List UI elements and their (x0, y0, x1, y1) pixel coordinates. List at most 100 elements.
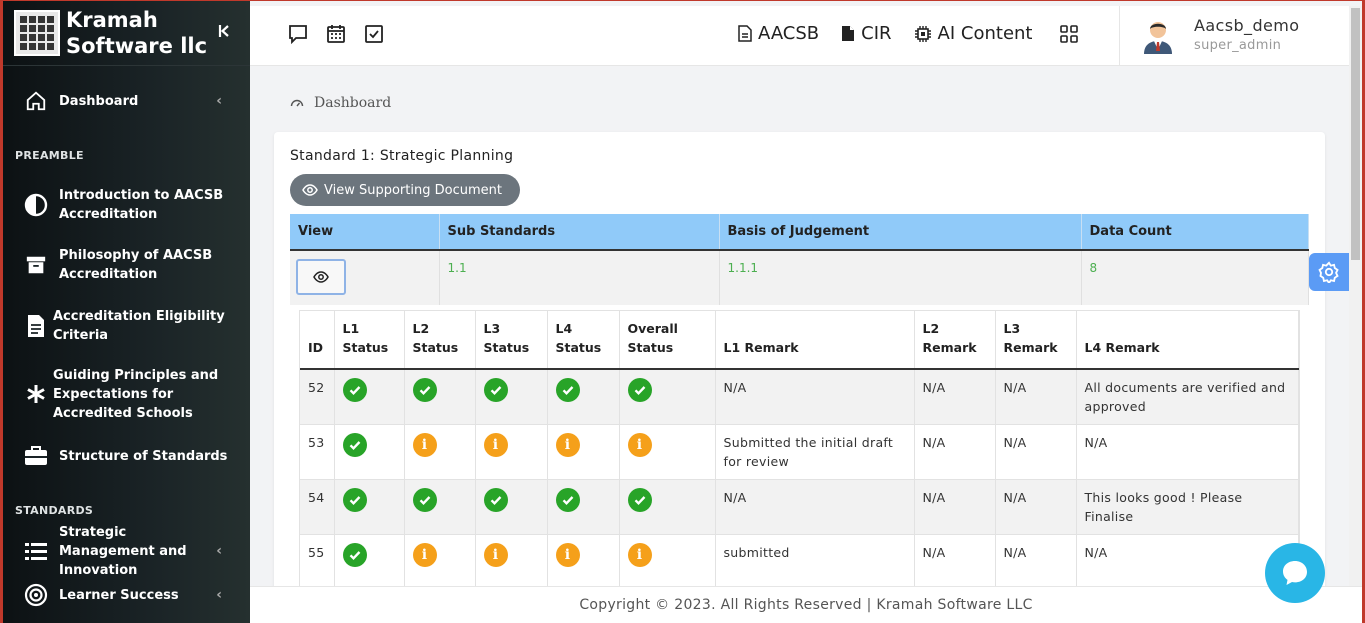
archive-icon (24, 253, 48, 277)
sidebar-item-eligibility[interactable]: Accreditation Eligibility Criteria (0, 297, 250, 354)
table-row: 54 N/A N/A N/A This looks good ! Please … (300, 479, 1299, 535)
asterisk-icon (24, 382, 48, 406)
sidebar-item-learner-success[interactable]: Learner Success ‹ (0, 570, 250, 620)
l3-status-cell (475, 479, 548, 535)
table-row: 52 N/A N/A N/A All documents are verifie… (300, 369, 1299, 425)
sidebar-item-label: Structure of Standards (59, 448, 228, 464)
l2-remark: N/A (914, 369, 996, 425)
link-ai-content[interactable]: AI Content (914, 23, 1033, 44)
breadcrumb: Dashboard (290, 95, 391, 111)
calendar-icon[interactable] (326, 24, 346, 44)
sidebar-item-dashboard[interactable]: Dashboard ‹ (0, 66, 250, 136)
check-circle-icon (483, 378, 508, 402)
sidebar-item-label: Accreditation Eligibility Criteria (53, 308, 225, 343)
info-circle-icon: i (483, 543, 508, 567)
overall-status-cell: i (619, 534, 716, 590)
l4-status-cell (547, 479, 620, 535)
check-circle-icon (627, 488, 652, 512)
check-circle-icon (627, 378, 652, 402)
l4-remark: All documents are verified and approved (1076, 369, 1299, 425)
user-name: Aacsb_demo (1194, 16, 1300, 35)
check-circle-icon (412, 378, 437, 402)
button-label: View Supporting Document (324, 182, 502, 198)
view-cell (290, 250, 440, 305)
user-menu[interactable]: Aacsb_demo super_admin (1119, 6, 1364, 66)
topbar-quick-icons (288, 24, 384, 44)
view-supporting-document-button[interactable]: View Supporting Document (290, 174, 520, 206)
briefcase-icon (24, 444, 48, 468)
l2-status-cell (404, 369, 476, 425)
standard-card: Standard 1: Strategic Planning View Supp… (274, 132, 1325, 592)
col-l4-remark: L4 Remark (1076, 311, 1299, 370)
table-row: 55 i i i i submitted N/A N/A N/A (300, 534, 1299, 590)
sidebar-item-introduction[interactable]: Introduction to AACSB Accreditation (0, 176, 250, 233)
apps-grid-icon[interactable] (1060, 24, 1084, 43)
col-l3-status: L3 Status (475, 311, 548, 370)
sidebar-item-philosophy[interactable]: Philosophy of AACSB Accreditation (0, 233, 250, 297)
l3-status-cell: i (475, 424, 548, 480)
settings-gear-button[interactable] (1309, 253, 1349, 291)
col-basis-of-judgement: Basis of Judgement (719, 214, 1082, 251)
col-l2-remark: L2 Remark (914, 311, 996, 370)
chevron-left-icon: ‹ (216, 542, 222, 559)
avatar (1142, 18, 1174, 54)
sidebar-item-strategic-management[interactable]: Strategic Management and Innovation ‹ (0, 525, 250, 578)
l2-status-cell: i (404, 424, 476, 480)
sidebar-item-label: Introduction to AACSB Accreditation (59, 187, 224, 222)
l1-status-cell (334, 534, 405, 590)
info-circle-icon: i (627, 543, 652, 567)
checkbox-icon[interactable] (364, 24, 384, 44)
collapse-sidebar-icon[interactable] (218, 24, 230, 42)
sidebar-item-guiding-principles[interactable]: Guiding Principles and Expectations for … (0, 354, 250, 434)
breadcrumb-label[interactable]: Dashboard (314, 95, 392, 111)
sub-standards-table: View Sub Standards Basis of Judgement Da… (290, 214, 1309, 305)
check-circle-icon (555, 488, 580, 512)
file-icon (842, 26, 855, 41)
link-aacsb[interactable]: AACSB (738, 23, 819, 44)
view-details-button[interactable] (296, 259, 346, 295)
l4-status-cell: i (547, 424, 620, 480)
l4-status-cell: i (547, 534, 620, 590)
info-circle-icon: i (555, 433, 580, 457)
table-row: 53 i i i i Submitted the initial draft f… (300, 424, 1299, 480)
data-count-value: 8 (1081, 250, 1309, 305)
l2-remark: N/A (914, 479, 996, 535)
sidebar-item-label: Learner Success (59, 587, 179, 603)
chat-widget-button[interactable] (1265, 543, 1325, 603)
info-circle-icon: i (627, 433, 652, 457)
col-l2-status: L2 Status (404, 311, 476, 370)
l2-status-cell: i (404, 534, 476, 590)
l1-remark: submitted (715, 534, 915, 590)
l3-status-cell (475, 369, 548, 425)
brand: Kramah Software llc (0, 0, 250, 66)
chat-icon[interactable] (288, 24, 308, 44)
status-table: ID L1 Status L2 Status L3 Status L4 Stat… (300, 311, 1299, 590)
scrollbar-thumb[interactable] (1351, 8, 1360, 260)
brand-line-2: Software llc (66, 33, 208, 58)
l4-remark: N/A (1076, 534, 1299, 590)
topbar: AACSB CIR AI Content Aacsb_demo super_ad… (250, 6, 1362, 66)
col-l1-remark: L1 Remark (715, 311, 915, 370)
col-id: ID (300, 311, 335, 370)
link-label: AI Content (937, 23, 1033, 44)
sidebar-item-structure[interactable]: Structure of Standards (0, 434, 250, 478)
gauge-icon (290, 99, 304, 107)
overall-status-cell (619, 479, 716, 535)
l1-remark: Submitted the initial draft for review (715, 424, 915, 480)
col-view: View (290, 214, 440, 251)
chevron-left-icon: ‹ (216, 92, 222, 109)
eye-icon (313, 271, 329, 283)
page-scrollbar[interactable] (1349, 6, 1362, 586)
l2-remark: N/A (914, 424, 996, 480)
eye-icon (302, 184, 318, 196)
list-icon (24, 539, 48, 563)
col-l1-status: L1 Status (334, 311, 405, 370)
sidebar: Kramah Software llc Dashboard ‹ PREAMBLE… (0, 0, 250, 623)
col-data-count: Data Count (1081, 214, 1309, 251)
sidebar-item-label: Philosophy of AACSB Accreditation (59, 248, 213, 282)
file-text-icon (738, 25, 752, 42)
half-circle-icon (24, 193, 48, 217)
home-icon (24, 89, 48, 113)
l1-status-cell (334, 479, 405, 535)
link-cir[interactable]: CIR (841, 23, 892, 44)
